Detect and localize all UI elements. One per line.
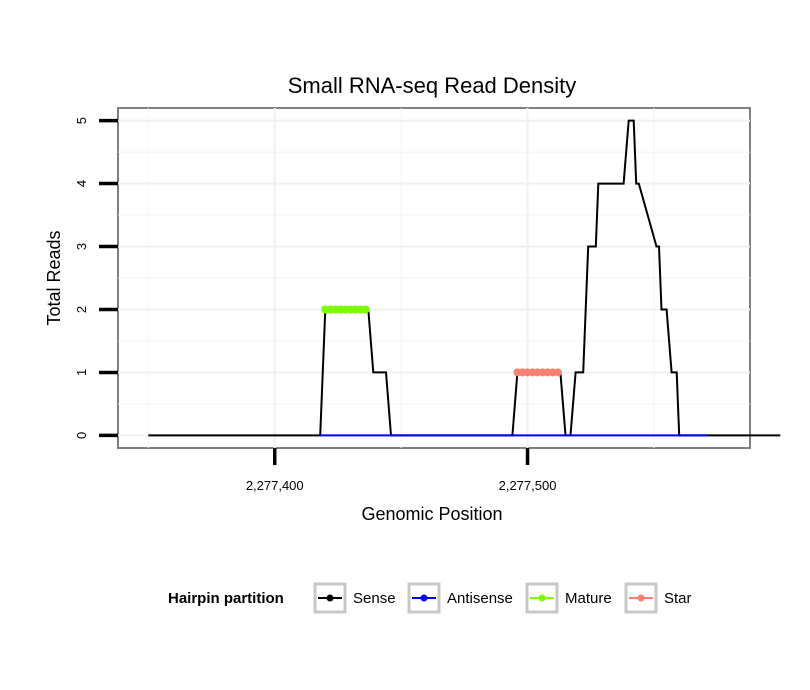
y-axis-title: Total Reads (44, 230, 64, 325)
data-point-star (553, 368, 562, 377)
y-tick-label: 2 (74, 306, 89, 313)
y-tick-label: 3 (74, 243, 89, 250)
legend-key-point (326, 594, 334, 602)
legend-title: Hairpin partition (168, 590, 284, 607)
y-tick-label: 5 (74, 117, 89, 124)
legend-label: Sense (353, 590, 396, 607)
y-axis: 0 1 2 3 4 5 (74, 117, 118, 439)
legend-item-antisense: Antisense (407, 582, 513, 614)
legend-key-point (637, 594, 645, 602)
x-axis: 2,277,400 2,277,500 (246, 448, 557, 493)
y-tick-label: 0 (74, 432, 89, 439)
legend-label: Star (664, 590, 692, 607)
x-axis-title: Genomic Position (361, 504, 502, 524)
x-tick-label: 2,277,400 (246, 478, 304, 493)
series-layer (148, 119, 781, 437)
series-line-sense (148, 119, 781, 437)
legend-item-star: Star (624, 582, 692, 614)
legend-key-point (420, 594, 428, 602)
legend-label: Mature (565, 590, 612, 607)
legend-key-point (538, 594, 546, 602)
legend-label: Antisense (447, 590, 513, 607)
y-tick-label: 4 (74, 180, 89, 187)
data-point-mature (361, 305, 370, 314)
legend: Hairpin partition Sense Antisense Mature St… (168, 582, 692, 614)
legend-item-mature: Mature (525, 582, 612, 614)
x-tick-label: 2,277,500 (499, 478, 557, 493)
y-tick-label: 1 (74, 369, 89, 376)
legend-item-sense: Sense (313, 582, 396, 614)
chart-title: Small RNA-seq Read Density (288, 73, 577, 98)
